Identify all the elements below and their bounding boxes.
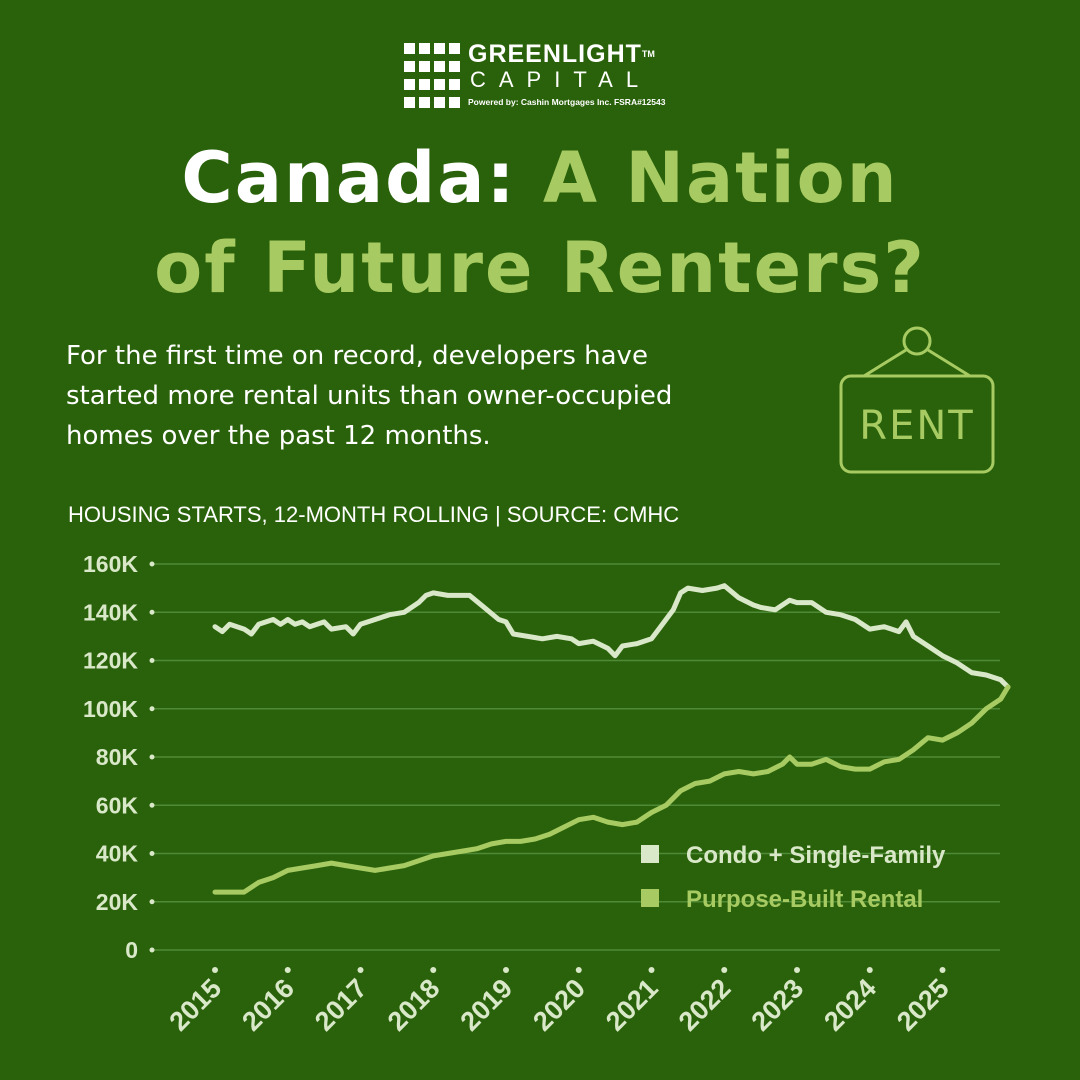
x-tick-label: 2023 [746,973,810,1037]
x-tick-label: 2017 [309,973,373,1037]
x-tick-dot [648,967,655,973]
brand-logo: GREENLIGHTTM CAPITAL Powered by: Cashin … [404,40,694,112]
x-tick-dot [866,967,873,973]
y-tick-label: 40K [96,841,139,867]
intro-line: started more rental units than owner-occ… [66,381,673,411]
y-tick-dot [149,947,155,953]
y-tick-dot [149,609,155,615]
y-tick-label: 140K [83,599,138,625]
brand-powered-by: Powered by: Cashin Mortgages Inc. FSRA#1… [468,97,666,107]
x-tick-label: 2025 [891,973,955,1037]
y-tick-dot [149,561,155,567]
headline-line-2: of Future Renters? [154,227,926,309]
y-tick-label: 0 [125,937,138,963]
y-tick-label: 20K [96,889,139,915]
y-axis: 0 20K 40K 60K 80K 100K 120K 140K 160K [83,551,155,963]
x-tick-dot [794,967,801,973]
chart-gridlines [152,563,1000,951]
brand-subname: CAPITAL [470,67,652,92]
chart-legend: Condo + Single-Family Purpose-Built Renta… [641,842,946,913]
intro-text: For the first time on record, developers… [66,336,806,456]
x-tick-dot [939,967,946,973]
x-tick-dot [357,967,364,973]
y-tick-dot [149,802,155,808]
intro-line: homes over the past 12 months. [66,421,491,451]
brand-name: GREENLIGHTTM [468,40,655,68]
x-tick-dot [284,967,291,973]
y-tick-label: 160K [83,551,138,577]
x-tick-label: 2015 [164,973,228,1037]
chart-series [212,583,1011,895]
x-tick-label: 2020 [527,973,591,1037]
y-tick-label: 60K [96,792,139,818]
y-tick-dot [149,899,155,905]
x-axis: 2015 2016 2017 2018 2019 2020 2021 2022 2023 2024… [164,967,955,1037]
logo-grid-icon [404,43,460,108]
y-tick-dot [149,706,155,712]
x-tick-dot [430,967,437,973]
y-tick-dot [149,851,155,856]
rent-sign-icon: RENT [839,326,995,474]
headline-line-1: Canada: A Nation [0,138,1080,218]
y-tick-dot [149,754,155,760]
series-line-1 [212,684,1011,895]
x-tick-dot [721,967,728,973]
x-tick-dot [212,967,218,973]
series-line-0 [212,583,1011,690]
x-tick-label: 2021 [600,973,664,1037]
x-tick-label: 2016 [236,973,300,1037]
chart-caption: HOUSING STARTS, 12-MONTH ROLLING | SOURC… [68,502,680,527]
legend-swatch [641,845,659,863]
y-tick-label: 100K [83,696,138,722]
intro-line: For the first time on record, developers… [66,341,648,371]
y-tick-label: 80K [96,744,139,770]
brand-trademark: TM [641,49,655,59]
x-tick-label: 2018 [382,973,446,1037]
x-tick-dot [575,967,582,973]
legend-swatch [641,889,659,907]
legend-label: Condo + Single-Family [686,842,946,869]
x-tick-dot [503,967,510,973]
x-tick-label: 2024 [818,973,882,1037]
x-tick-label: 2019 [455,973,519,1037]
rent-sign-label: RENT [859,403,974,449]
y-tick-dot [149,658,155,663]
legend-label: Purpose-Built Rental [686,886,923,913]
y-tick-label: 120K [83,648,138,674]
headline-country: Canada: [181,137,543,219]
x-tick-label: 2022 [673,973,737,1037]
headline-phrase: A Nation [542,137,899,219]
